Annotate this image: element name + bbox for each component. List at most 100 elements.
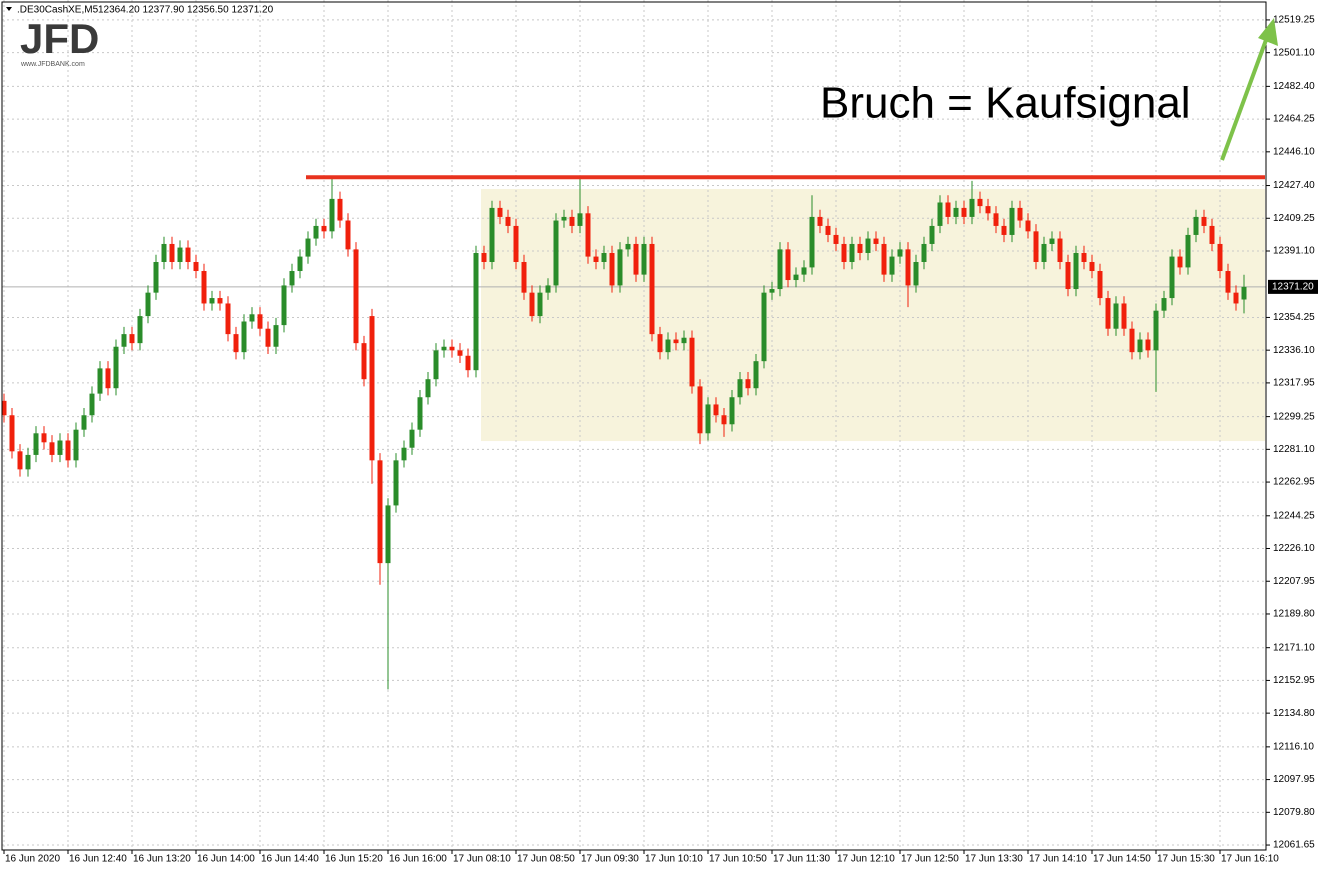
y-tick-label: 12409.25 xyxy=(1273,213,1315,224)
candle-body xyxy=(353,249,359,344)
candle-body xyxy=(49,442,55,455)
candle-body xyxy=(345,220,351,250)
candle-body xyxy=(769,289,775,293)
x-tick-label: 16 Jun 14:00 xyxy=(197,854,255,865)
y-tick-label: 12226.10 xyxy=(1273,543,1315,554)
candle-body xyxy=(169,243,175,262)
candle-body xyxy=(145,292,151,317)
candle-body xyxy=(609,252,615,286)
y-tick-label: 12244.25 xyxy=(1273,510,1315,521)
candles-layer xyxy=(1,177,1247,690)
candle-body xyxy=(745,379,751,389)
candle-body xyxy=(1201,216,1207,226)
candle-body xyxy=(177,247,183,262)
candle-body xyxy=(825,225,831,235)
candle-body xyxy=(393,460,399,506)
candle-body xyxy=(625,243,631,250)
candle-body xyxy=(433,350,439,380)
candle-body xyxy=(593,256,599,262)
candle-body xyxy=(121,334,127,347)
candle-body xyxy=(57,440,63,455)
menu-triangle xyxy=(6,7,12,11)
candle-body xyxy=(1105,298,1111,329)
candle-body xyxy=(1209,225,1215,244)
candle-body xyxy=(369,316,375,461)
logo-url: www.JFDBANK.com xyxy=(20,61,85,68)
candle-body xyxy=(361,343,367,380)
candle-body xyxy=(401,447,407,461)
signal-arrow xyxy=(1220,39,1268,161)
y-tick-label: 12061.65 xyxy=(1273,840,1315,851)
current-price-label: 12371.20 xyxy=(1272,282,1314,293)
candle-body xyxy=(729,397,735,425)
candle-body xyxy=(857,243,863,253)
candle-body xyxy=(225,303,231,335)
candle-body xyxy=(985,206,991,214)
candle-body xyxy=(977,198,983,207)
candle-body xyxy=(1217,243,1223,272)
candle-body xyxy=(1009,207,1015,235)
candle-body xyxy=(425,379,431,398)
x-tick-label: 17 Jun 14:50 xyxy=(1093,854,1151,865)
candle-body xyxy=(73,429,79,461)
y-tick-label: 12427.40 xyxy=(1273,180,1315,191)
candle-body xyxy=(841,243,847,262)
candle-body xyxy=(337,198,343,221)
candle-body xyxy=(1033,231,1039,262)
x-tick-label: 17 Jun 09:30 xyxy=(581,854,639,865)
candle-body xyxy=(929,225,935,244)
candle-body xyxy=(601,252,607,262)
y-tick-label: 12171.10 xyxy=(1273,642,1315,653)
y-tick-label: 12501.10 xyxy=(1273,47,1315,58)
candle-body xyxy=(1089,261,1095,272)
candle-body xyxy=(921,243,927,262)
candle-body xyxy=(553,220,559,286)
candle-body xyxy=(545,285,551,293)
x-tick-label: 17 Jun 10:50 xyxy=(709,854,767,865)
candle-body xyxy=(753,361,759,389)
candle-body xyxy=(329,198,335,232)
candle-body xyxy=(137,316,143,344)
candle-body xyxy=(241,321,247,353)
x-tick-label: 16 Jun 12:40 xyxy=(69,854,127,865)
annotation: Bruch = Kaufsignal xyxy=(820,79,1191,128)
candle-body xyxy=(481,252,487,262)
candle-body xyxy=(785,249,791,281)
symbol: .DE30CashXE,M5 xyxy=(17,5,99,16)
candle-body xyxy=(849,243,855,262)
candle-body xyxy=(689,337,695,387)
candle-body xyxy=(113,346,119,389)
y-tick-label: 12464.25 xyxy=(1273,114,1315,125)
candle-body xyxy=(385,505,391,564)
y-tick-label: 12336.10 xyxy=(1273,345,1315,356)
candle-body xyxy=(9,415,15,452)
candle-body xyxy=(737,379,743,398)
x-tick-label: 16 Jun 15:20 xyxy=(325,854,383,865)
candle-body xyxy=(1129,328,1135,353)
y-tick-label: 12299.25 xyxy=(1273,411,1315,422)
candle-body xyxy=(1081,252,1087,262)
y-tick-label: 12317.95 xyxy=(1273,378,1315,389)
candle-body xyxy=(313,225,319,239)
candle-body xyxy=(449,346,455,351)
candle-body xyxy=(641,243,647,275)
x-tick-label: 17 Jun 10:10 xyxy=(645,854,703,865)
candle-body xyxy=(1113,303,1119,329)
y-tick-label: 12519.25 xyxy=(1273,15,1315,26)
logo: JFD xyxy=(20,15,99,62)
candle-body xyxy=(489,207,495,262)
candle-body xyxy=(705,404,711,434)
candle-body xyxy=(217,298,223,304)
candle-body xyxy=(513,225,519,262)
y-tick-label: 12281.10 xyxy=(1273,444,1315,455)
candle-body xyxy=(33,433,39,455)
candle-body xyxy=(505,216,511,226)
candle-body xyxy=(1017,207,1023,221)
candle-body xyxy=(1001,225,1007,235)
candle-body xyxy=(441,346,447,351)
candle-body xyxy=(297,256,303,272)
candle-body xyxy=(1073,252,1079,290)
y-tick-label: 12446.10 xyxy=(1273,146,1315,157)
candle-body xyxy=(681,337,687,344)
candle-body xyxy=(529,292,535,317)
